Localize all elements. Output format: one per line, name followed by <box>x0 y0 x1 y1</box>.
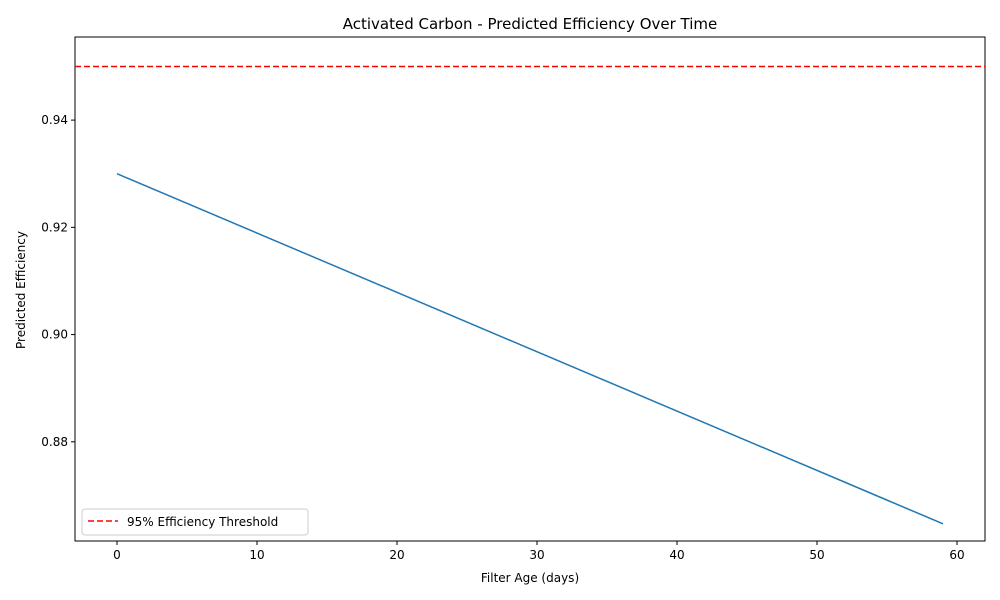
x-tick-label: 20 <box>389 548 404 562</box>
y-tick-label: 0.94 <box>41 113 68 127</box>
x-tick-label: 0 <box>113 548 121 562</box>
y-tick-label: 0.90 <box>41 328 68 342</box>
x-axis-label: Filter Age (days) <box>481 571 579 585</box>
legend-label-threshold: 95% Efficiency Threshold <box>127 515 278 529</box>
x-tick-label: 40 <box>669 548 684 562</box>
plot-frame <box>74 36 986 542</box>
chart-title: Activated Carbon - Predicted Efficiency … <box>343 15 718 33</box>
y-axis-label: Predicted Efficiency <box>14 231 28 349</box>
y-tick-label: 0.88 <box>41 435 68 449</box>
x-tick-label: 60 <box>949 548 964 562</box>
x-tick-label: 50 <box>809 548 824 562</box>
x-tick-label: 30 <box>529 548 544 562</box>
legend: 95% Efficiency Threshold <box>81 508 309 536</box>
efficiency-series-line <box>116 173 944 525</box>
x-tick-label: 10 <box>249 548 264 562</box>
y-tick-label: 0.92 <box>41 220 68 234</box>
legend-box <box>81 508 309 536</box>
